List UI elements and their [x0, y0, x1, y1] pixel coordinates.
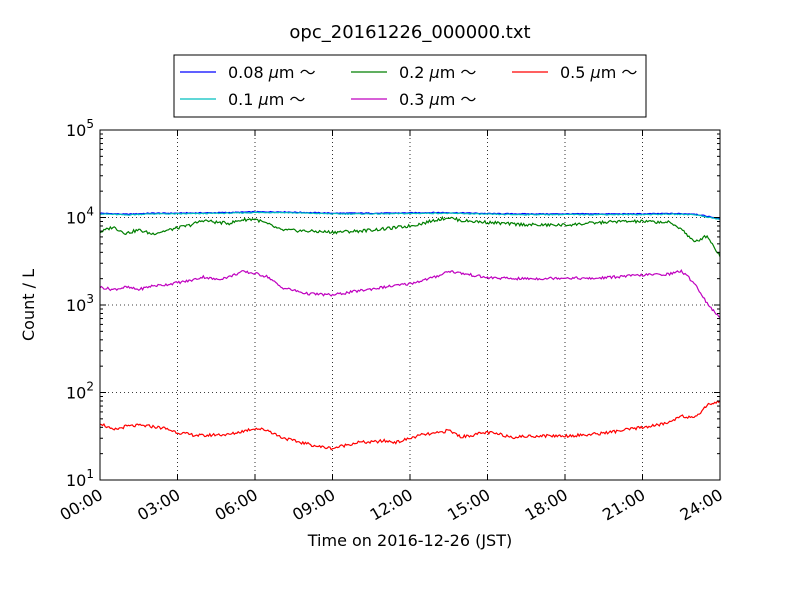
legend-label: 0.3 μm ～ — [399, 90, 476, 109]
x-tick-label: 03:00 — [134, 485, 183, 525]
series-lines — [99, 210, 721, 451]
chart-title: opc_20161226_000000.txt — [289, 22, 530, 43]
series-line — [99, 268, 721, 318]
series-line — [99, 215, 721, 258]
y-axis: 101 102 103 104 105 — [66, 117, 720, 490]
legend-label: 0.1 μm ～ — [228, 90, 305, 109]
legend-label: 0.2 μm ～ — [399, 63, 476, 82]
y-tick-label: 103 — [66, 292, 94, 315]
x-tick-label: 09:00 — [289, 485, 338, 525]
x-tick-label: 21:00 — [599, 485, 648, 525]
series-line — [99, 400, 721, 451]
grid-lines — [99, 129, 721, 481]
x-tick-label: 00:00 — [57, 485, 106, 525]
x-tick-label: 15:00 — [444, 485, 493, 525]
y-tick-label: 101 — [66, 467, 94, 490]
y-tick-label: 104 — [66, 205, 94, 228]
x-tick-label: 24:00 — [677, 485, 726, 525]
legend-label: 0.08 μm ～ — [228, 63, 316, 82]
x-tick-label: 06:00 — [212, 485, 261, 525]
x-tick-label: 12:00 — [367, 485, 416, 525]
legend-label: 0.5 μm ～ — [560, 63, 637, 82]
series-line — [100, 211, 721, 220]
x-tick-label: 18:00 — [522, 485, 571, 525]
y-tick-label: 102 — [66, 380, 94, 403]
y-tick-label: 105 — [66, 117, 94, 140]
x-axis: 00:00 03:00 06:00 09:00 12:00 15:00 18:00 21:00… — [57, 130, 726, 525]
legend-box — [173, 54, 647, 118]
legend: 0.08 μm ～ 0.1 μm ～ 0.2 μm ～ 0.3 μm ～ 0.5 μm … — [173, 54, 647, 118]
x-axis-label: Time on 2016-12-26 (JST) — [307, 531, 512, 550]
y-axis-label: Count / L — [19, 269, 38, 341]
